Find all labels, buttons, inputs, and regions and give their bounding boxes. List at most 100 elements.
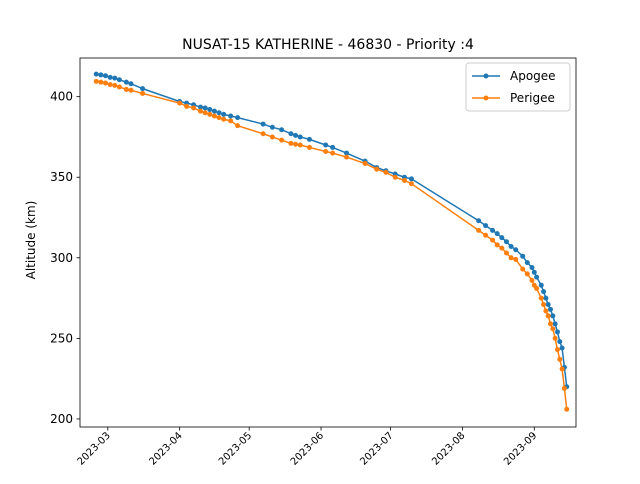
perigee-point (490, 237, 496, 243)
series-layer (93, 71, 570, 412)
perigee-point (513, 256, 519, 262)
perigee-point (508, 255, 514, 261)
apogee-point (557, 339, 563, 345)
apogee-point (297, 134, 303, 140)
perigee-point (184, 103, 190, 109)
apogee-point (288, 131, 294, 137)
perigee-point (476, 227, 482, 233)
apogee-point (198, 104, 204, 110)
apogee-point (93, 71, 99, 77)
perigee-point (235, 123, 241, 129)
apogee-point (541, 289, 547, 295)
perigee-point (306, 144, 312, 150)
perigee-point (383, 169, 389, 175)
apogee-point (559, 345, 565, 351)
apogee-point (483, 223, 489, 229)
apogee-point (323, 142, 329, 148)
apogee-point (293, 132, 299, 138)
perigee-point (297, 142, 303, 148)
perigee-point (538, 295, 544, 301)
perigee-point (228, 118, 234, 124)
apogee-point (508, 244, 514, 250)
perigee-point (123, 86, 129, 92)
chart-title: NUSAT-15 KATHERINE - 46830 - Priority :4 (182, 37, 474, 53)
perigee-point (503, 250, 509, 256)
plot-frame (79, 57, 577, 428)
perigee-point (401, 177, 407, 183)
perigee-point (112, 82, 118, 88)
apogee-point (524, 260, 530, 266)
perigee-point (541, 302, 547, 308)
perigee-point (559, 366, 565, 372)
perigee-point (524, 271, 530, 277)
perigee-point (191, 105, 197, 111)
perigee-point (293, 141, 299, 147)
apogee-point (545, 302, 551, 308)
perigee-point (499, 245, 505, 251)
apogee-point (344, 150, 350, 156)
apogee-point (116, 77, 122, 83)
apogee-point (513, 247, 519, 253)
perigee-point (408, 181, 414, 187)
apogee-point (103, 73, 108, 79)
perigee-point (128, 87, 134, 93)
apogee-point (520, 253, 526, 259)
y-tick-label: 350 (50, 170, 73, 184)
perigee-point (177, 100, 183, 106)
legend-perigee-marker (483, 95, 489, 101)
perigee-point (550, 326, 556, 332)
apogee-point (554, 329, 560, 335)
apogee-point (534, 274, 540, 280)
legend-apogee-label: Apogee (510, 69, 556, 83)
perigee-point (211, 113, 217, 119)
apogee-point (330, 144, 336, 150)
apogee-point (550, 313, 556, 319)
perigee-point (198, 108, 204, 114)
y-axis-label: Altitude (km) (24, 201, 38, 280)
legend-perigee-label: Perigee (510, 91, 555, 105)
apogee-point (494, 231, 500, 237)
perigee-point (392, 174, 398, 180)
y-tick-label: 400 (50, 90, 73, 104)
apogee-point (548, 306, 553, 312)
perigee-point (534, 285, 540, 291)
apogee-point (552, 321, 558, 327)
perigee-point (98, 79, 104, 85)
perigee-point (202, 110, 208, 116)
apogee-point (543, 295, 549, 301)
apogee-point (107, 74, 113, 80)
y-tick-label: 300 (50, 251, 73, 265)
apogee-point (306, 136, 312, 142)
perigee-point (374, 166, 380, 172)
legend-apogee-marker (483, 73, 489, 79)
perigee-point (140, 90, 146, 96)
apogee-point (235, 115, 241, 121)
perigee-point (330, 150, 336, 156)
perigee-point (288, 140, 294, 146)
apogee-point (476, 218, 482, 224)
apogee-point (123, 79, 129, 85)
perigee-point (545, 313, 551, 319)
legend: Apogee Perigee (465, 62, 571, 112)
apogee-point (207, 107, 213, 113)
perigee-point (494, 242, 500, 248)
perigee-point (323, 148, 329, 154)
apogee-point (221, 111, 227, 117)
perigee-point (520, 266, 526, 272)
apogee-point (503, 239, 509, 245)
apogee-point (279, 127, 285, 133)
apogee-point (211, 108, 217, 114)
perigee-point (207, 111, 213, 117)
apogee-point (490, 227, 496, 233)
apogee-point (529, 264, 535, 270)
perigee-point (221, 116, 227, 122)
perigee-point (564, 406, 570, 412)
apogee-point (112, 75, 118, 81)
apogee-point (140, 86, 146, 92)
perigee-point (260, 131, 266, 137)
perigee-point (529, 277, 535, 283)
perigee-point (554, 347, 560, 353)
perigee-point (216, 115, 222, 121)
apogee-point (408, 176, 414, 182)
perigee-point (483, 232, 489, 238)
